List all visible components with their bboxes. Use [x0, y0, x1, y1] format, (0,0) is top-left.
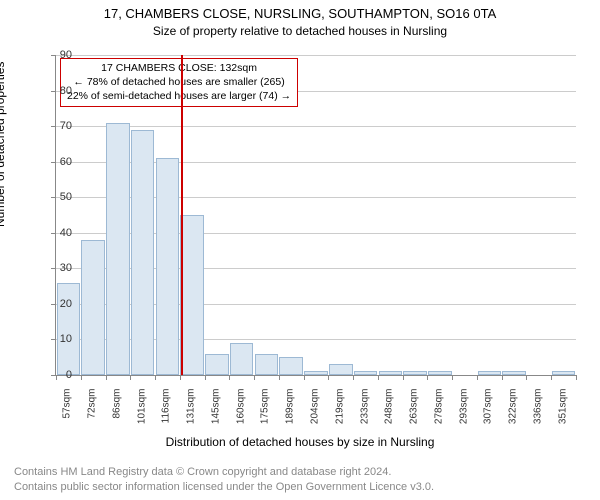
histogram-bar: [478, 371, 502, 375]
histogram-bar: [379, 371, 403, 375]
x-tick: [279, 375, 280, 380]
x-tick-label: 322sqm: [508, 389, 519, 439]
gridline: [56, 55, 576, 56]
x-tick: [403, 375, 404, 380]
y-tick-label: 0: [42, 369, 72, 381]
x-tick: [477, 375, 478, 380]
y-tick-label: 90: [42, 49, 72, 61]
x-tick: [353, 375, 354, 380]
x-tick-label: 278sqm: [433, 389, 444, 439]
x-tick: [130, 375, 131, 380]
gridline: [56, 126, 576, 127]
y-tick-label: 60: [42, 156, 72, 168]
histogram-bar: [329, 364, 353, 375]
x-tick-label: 160sqm: [235, 389, 246, 439]
page-title-address: 17, CHAMBERS CLOSE, NURSLING, SOUTHAMPTO…: [0, 6, 600, 21]
x-tick-label: 131sqm: [186, 389, 197, 439]
page-subtitle: Size of property relative to detached ho…: [0, 24, 600, 38]
histogram-bar: [502, 371, 526, 375]
x-tick-label: 204sqm: [310, 389, 321, 439]
x-tick: [205, 375, 206, 380]
histogram-bar: [180, 215, 204, 375]
y-tick-label: 20: [42, 298, 72, 310]
x-tick-label: 175sqm: [260, 389, 271, 439]
x-tick-label: 233sqm: [359, 389, 370, 439]
footer-line-2: Contains public sector information licen…: [14, 480, 434, 494]
histogram-bar: [81, 240, 105, 375]
x-tick: [180, 375, 181, 380]
x-tick: [502, 375, 503, 380]
y-tick-label: 50: [42, 191, 72, 203]
footer-line-1: Contains HM Land Registry data © Crown c…: [14, 465, 434, 479]
annotation-line-3: 22% of semi-detached houses are larger (…: [67, 89, 291, 103]
x-tick-label: 189sqm: [285, 389, 296, 439]
histogram-bar: [106, 123, 130, 375]
y-tick-label: 10: [42, 333, 72, 345]
property-marker-line: [181, 55, 183, 375]
x-tick-label: 248sqm: [384, 389, 395, 439]
x-tick-label: 86sqm: [111, 389, 122, 439]
x-tick-label: 351sqm: [557, 389, 568, 439]
x-tick-label: 57sqm: [62, 389, 73, 439]
histogram-bar: [156, 158, 180, 375]
histogram-bar: [57, 283, 81, 375]
x-tick: [254, 375, 255, 380]
x-tick: [106, 375, 107, 380]
histogram-bar: [279, 357, 303, 375]
histogram-bar: [403, 371, 427, 375]
histogram-bar: [304, 371, 328, 375]
x-tick-label: 72sqm: [87, 389, 98, 439]
histogram-bar: [428, 371, 452, 375]
footer-attribution: Contains HM Land Registry data © Crown c…: [14, 465, 434, 494]
histogram-bar: [354, 371, 378, 375]
x-tick-label: 336sqm: [532, 389, 543, 439]
x-tick: [452, 375, 453, 380]
y-axis-title: Number of detached properties: [0, 207, 7, 227]
x-tick-label: 101sqm: [136, 389, 147, 439]
x-tick: [526, 375, 527, 380]
x-tick: [328, 375, 329, 380]
x-tick: [304, 375, 305, 380]
x-tick-label: 293sqm: [458, 389, 469, 439]
x-tick-label: 307sqm: [483, 389, 494, 439]
x-tick-label: 145sqm: [210, 389, 221, 439]
x-tick: [81, 375, 82, 380]
x-tick-label: 116sqm: [161, 389, 172, 439]
x-tick: [576, 375, 577, 380]
annotation-line-1: 17 CHAMBERS CLOSE: 132sqm: [67, 61, 291, 75]
x-tick: [551, 375, 552, 380]
y-tick-label: 80: [42, 85, 72, 97]
marker-annotation-box: 17 CHAMBERS CLOSE: 132sqm ← 78% of detac…: [60, 58, 298, 107]
histogram-bar: [205, 354, 229, 375]
annotation-line-2: ← 78% of detached houses are smaller (26…: [67, 75, 291, 89]
histogram-bar: [552, 371, 576, 375]
histogram-bar: [131, 130, 155, 375]
x-tick: [229, 375, 230, 380]
x-tick: [155, 375, 156, 380]
histogram-bar: [230, 343, 254, 375]
x-tick: [378, 375, 379, 380]
y-tick-label: 30: [42, 262, 72, 274]
histogram-bar: [255, 354, 279, 375]
x-tick-label: 263sqm: [409, 389, 420, 439]
x-tick-label: 219sqm: [334, 389, 345, 439]
x-tick: [427, 375, 428, 380]
y-tick-label: 40: [42, 227, 72, 239]
y-tick-label: 70: [42, 120, 72, 132]
